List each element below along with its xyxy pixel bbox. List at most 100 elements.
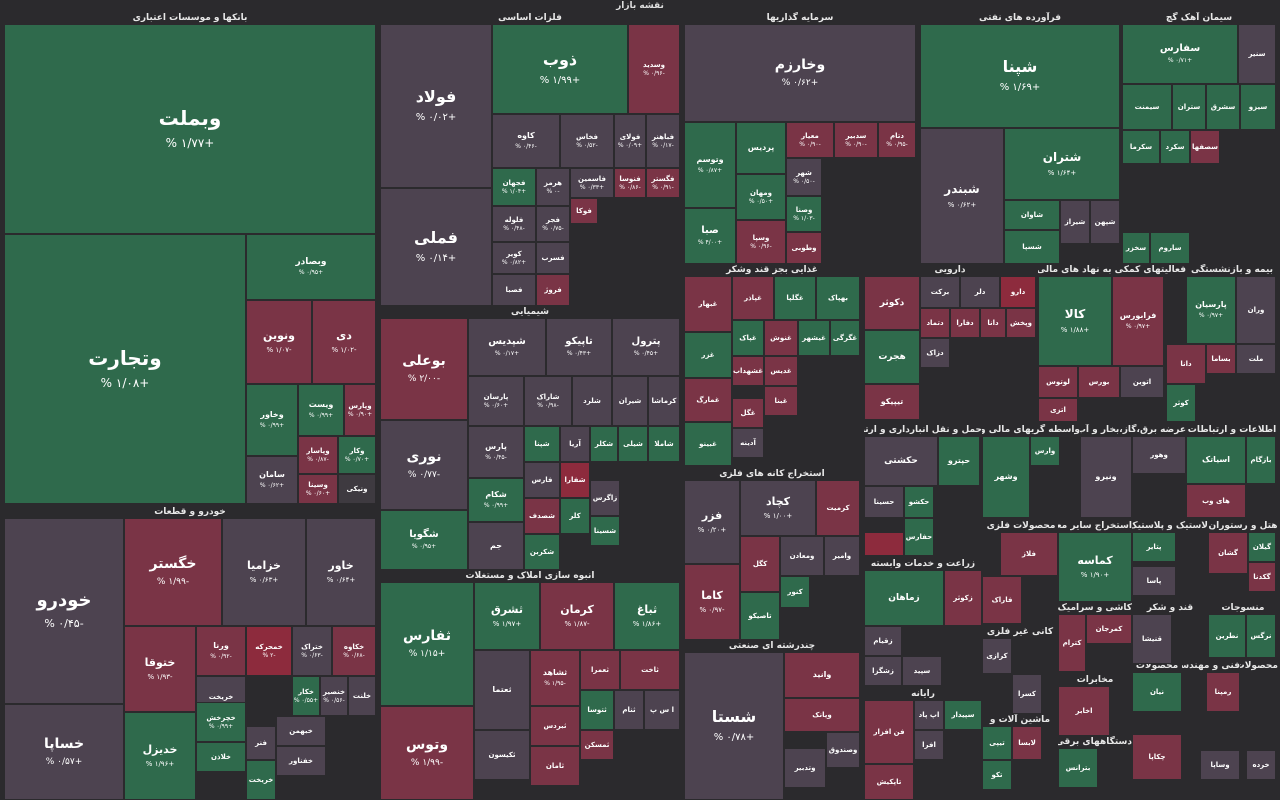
stock-tile[interactable]: شسینا	[590, 516, 620, 546]
stock-tile[interactable]: ساروم	[1150, 232, 1190, 264]
stock-tile[interactable]: شپنا	[524, 426, 560, 462]
stock-tile[interactable]: بهپاک	[816, 276, 860, 320]
stock-tile[interactable]: دانا	[980, 308, 1006, 338]
stock-tile[interactable]: زشگزا	[864, 656, 902, 686]
stock-tile[interactable]: آریا	[560, 426, 590, 462]
stock-tile[interactable]: تیپی	[982, 726, 1012, 760]
stock-tile[interactable]: خرده	[1246, 750, 1276, 780]
stock-tile[interactable]: کرمیت	[816, 480, 860, 536]
stock-tile[interactable]: وشهر	[982, 436, 1030, 518]
stock-tile[interactable]	[864, 532, 904, 556]
stock-tile[interactable]: شاملا	[648, 426, 680, 462]
stock-tile[interactable]: بوعلی -۲/۰۰ %	[380, 318, 468, 420]
stock-tile[interactable]: سدبیر -۰/۹۰ %	[834, 122, 878, 158]
stock-tile[interactable]: شستا +۰/۷۸ %	[684, 652, 784, 800]
stock-tile[interactable]: خودرو -۰/۴۵ %	[4, 518, 124, 704]
stock-tile[interactable]: سفارس +۰/۷۱ %	[1122, 24, 1238, 84]
stock-tile[interactable]: خزامیا +۰/۶۳ %	[222, 518, 306, 626]
stock-tile[interactable]: وصندوق	[826, 732, 860, 768]
stock-tile[interactable]: ونوین -۱/۰۷ %	[246, 300, 312, 384]
stock-tile[interactable]: فزر +۰/۲۰ %	[684, 480, 740, 564]
stock-tile[interactable]: ا س پ	[644, 690, 680, 730]
stock-tile[interactable]: پاسا	[1132, 566, 1176, 596]
stock-tile[interactable]: فرابورس +۰/۹۷ %	[1112, 276, 1164, 366]
stock-tile[interactable]: فنر	[246, 726, 276, 760]
stock-tile[interactable]: وخارزم +۰/۶۲ %	[684, 24, 916, 122]
stock-tile[interactable]: سپید	[902, 656, 942, 686]
stock-tile[interactable]: حسینا	[864, 486, 904, 518]
stock-tile[interactable]: غپاک	[732, 320, 764, 356]
stock-tile[interactable]: فولای +۰/۰۹ %	[614, 114, 646, 168]
stock-tile[interactable]: کالا +۱/۸۸ %	[1038, 276, 1112, 366]
stock-tile[interactable]: غبینو	[684, 422, 732, 466]
stock-tile[interactable]: شکربن	[524, 534, 560, 570]
stock-tile[interactable]: خریخت	[246, 760, 276, 800]
stock-tile[interactable]: دکوثر	[864, 276, 920, 330]
stock-tile[interactable]: های وب	[1186, 484, 1246, 518]
stock-tile[interactable]: تاپیکو +۰/۴۳ %	[546, 318, 612, 376]
stock-tile[interactable]: سنیر	[1238, 24, 1276, 84]
stock-tile[interactable]: غگلپا	[774, 276, 816, 320]
stock-tile[interactable]: وتجارت +۱/۰۸ %	[4, 234, 246, 504]
stock-tile[interactable]: فروژ	[536, 274, 570, 306]
stock-tile[interactable]: شپدیس +۰/۱۷ %	[468, 318, 546, 376]
stock-tile[interactable]: وپخش	[1006, 308, 1036, 338]
stock-tile[interactable]: پتایر	[1132, 532, 1176, 562]
stock-tile[interactable]: وپانک	[784, 698, 860, 732]
stock-tile[interactable]: فباهنر -۰/۱۷ %	[646, 114, 680, 168]
stock-tile[interactable]: وتوس -۱/۹۹ %	[380, 706, 474, 800]
stock-tile[interactable]: گشان	[1208, 532, 1248, 574]
stock-tile[interactable]: شیران	[612, 376, 648, 426]
stock-tile[interactable]: سخزر	[1122, 232, 1150, 264]
stock-tile[interactable]: کمرجان	[1086, 614, 1132, 644]
stock-tile[interactable]: خکار +۰/۵۵ %	[292, 676, 320, 716]
stock-tile[interactable]: ثباغ +۱/۸۶ %	[614, 582, 680, 650]
stock-tile[interactable]: خلاذن	[196, 742, 246, 772]
stock-tile[interactable]: زقیام	[864, 626, 902, 656]
stock-tile[interactable]: کوثر	[1166, 384, 1196, 422]
stock-tile[interactable]: گکدنا	[1248, 562, 1276, 592]
stock-tile[interactable]: وطوبی	[786, 232, 822, 264]
stock-tile[interactable]: وسدید -۰/۹۶ %	[628, 24, 680, 114]
stock-tile[interactable]: گیلان	[1248, 532, 1276, 562]
stock-tile[interactable]: دلر	[960, 276, 1000, 308]
stock-tile[interactable]: ذوب +۱/۹۹ %	[492, 24, 628, 114]
stock-tile[interactable]: غشهداب	[732, 356, 764, 386]
stock-tile[interactable]: ستران	[1172, 84, 1206, 130]
stock-tile[interactable]: نیان	[1132, 672, 1182, 712]
stock-tile[interactable]: دانا	[1166, 344, 1206, 384]
stock-tile[interactable]: ثبردس	[530, 706, 580, 746]
stock-tile[interactable]: کماسه +۱/۹۰ %	[1058, 532, 1132, 602]
stock-tile[interactable]: زماهان	[864, 570, 944, 626]
stock-tile[interactable]: کچاد +۱/۰۰ %	[740, 480, 816, 536]
stock-tile[interactable]: فلاز	[1000, 532, 1058, 576]
stock-tile[interactable]: کترام	[1058, 614, 1086, 672]
stock-tile[interactable]: شگویا +۰/۹۵ %	[380, 510, 468, 570]
stock-tile[interactable]: سیمنت	[1122, 84, 1172, 130]
stock-tile[interactable]: غگرگی	[830, 320, 860, 356]
stock-tile[interactable]: وارس	[1030, 436, 1060, 466]
stock-tile[interactable]: صبا +۴/۰۰ %	[684, 208, 736, 264]
stock-tile[interactable]: وامیر	[824, 536, 860, 576]
stock-tile[interactable]: پارسان +۰/۶۰ %	[468, 376, 524, 426]
stock-tile[interactable]: پارس -۰/۴۵ %	[468, 426, 524, 478]
stock-tile[interactable]: کنور	[780, 576, 810, 608]
stock-tile[interactable]: دزاک	[920, 338, 950, 368]
stock-tile[interactable]: لوتوس	[1038, 366, 1078, 398]
stock-tile[interactable]: کاوه -۰/۴۶ %	[492, 114, 560, 168]
stock-tile[interactable]: غبنا	[764, 386, 798, 416]
stock-tile[interactable]: کگل	[740, 536, 780, 592]
stock-tile[interactable]: سشرق	[1206, 84, 1240, 130]
stock-tile[interactable]: چکاپا	[1132, 734, 1182, 780]
stock-tile[interactable]: غپاذر	[732, 276, 774, 320]
stock-tile[interactable]: کسرا	[1012, 674, 1042, 714]
stock-tile[interactable]: شبندر +۰/۶۲ %	[920, 128, 1004, 264]
stock-tile[interactable]: ثشرق +۱/۹۷ %	[474, 582, 540, 650]
stock-tile[interactable]: ختوقا -۱/۹۳ %	[124, 626, 196, 712]
stock-tile[interactable]: کرازی	[982, 638, 1012, 674]
stock-tile[interactable]: سکرد	[1160, 130, 1190, 164]
stock-tile[interactable]: ختراک -۰/۶۳ %	[292, 626, 332, 676]
stock-tile[interactable]: ملت	[1236, 344, 1276, 374]
stock-tile[interactable]: ثفارس +۱/۱۵ %	[380, 582, 474, 706]
stock-tile[interactable]: وتدبیر	[784, 748, 826, 788]
